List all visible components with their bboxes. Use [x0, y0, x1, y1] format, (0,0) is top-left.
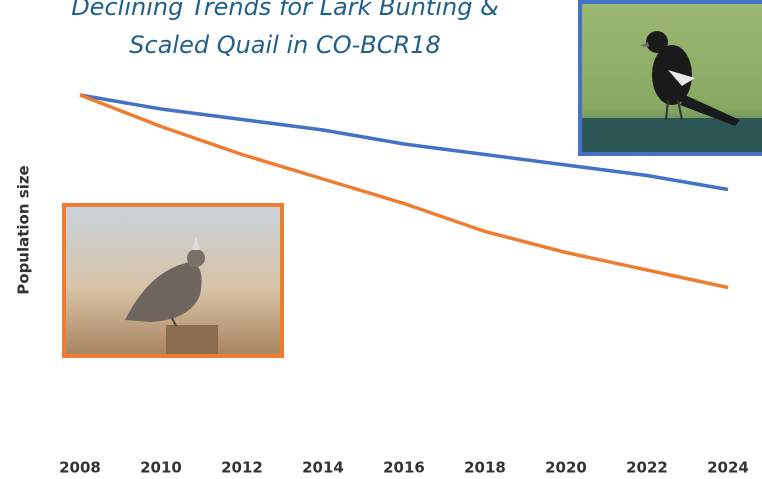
lark-bunting-photo [580, 2, 762, 154]
x-tick-label: 2018 [464, 459, 506, 477]
page: Declining Trends for Lark Bunting & Scal… [0, 0, 762, 479]
chart: Population size 2008 2010 2012 2014 2016 2018… [0, 0, 762, 479]
y-axis-label: Population size [15, 165, 33, 294]
x-tick-label: 2012 [221, 459, 263, 477]
x-tick-label: 2022 [626, 459, 668, 477]
x-tick-label: 2016 [383, 459, 425, 477]
x-tick-label: 2020 [545, 459, 587, 477]
x-tick-label: 2024 [707, 459, 749, 477]
scaled-quail-photo [64, 205, 282, 356]
x-tick-label: 2014 [302, 459, 344, 477]
x-tick-label: 2010 [140, 459, 182, 477]
x-tick-label: 2008 [59, 459, 101, 477]
